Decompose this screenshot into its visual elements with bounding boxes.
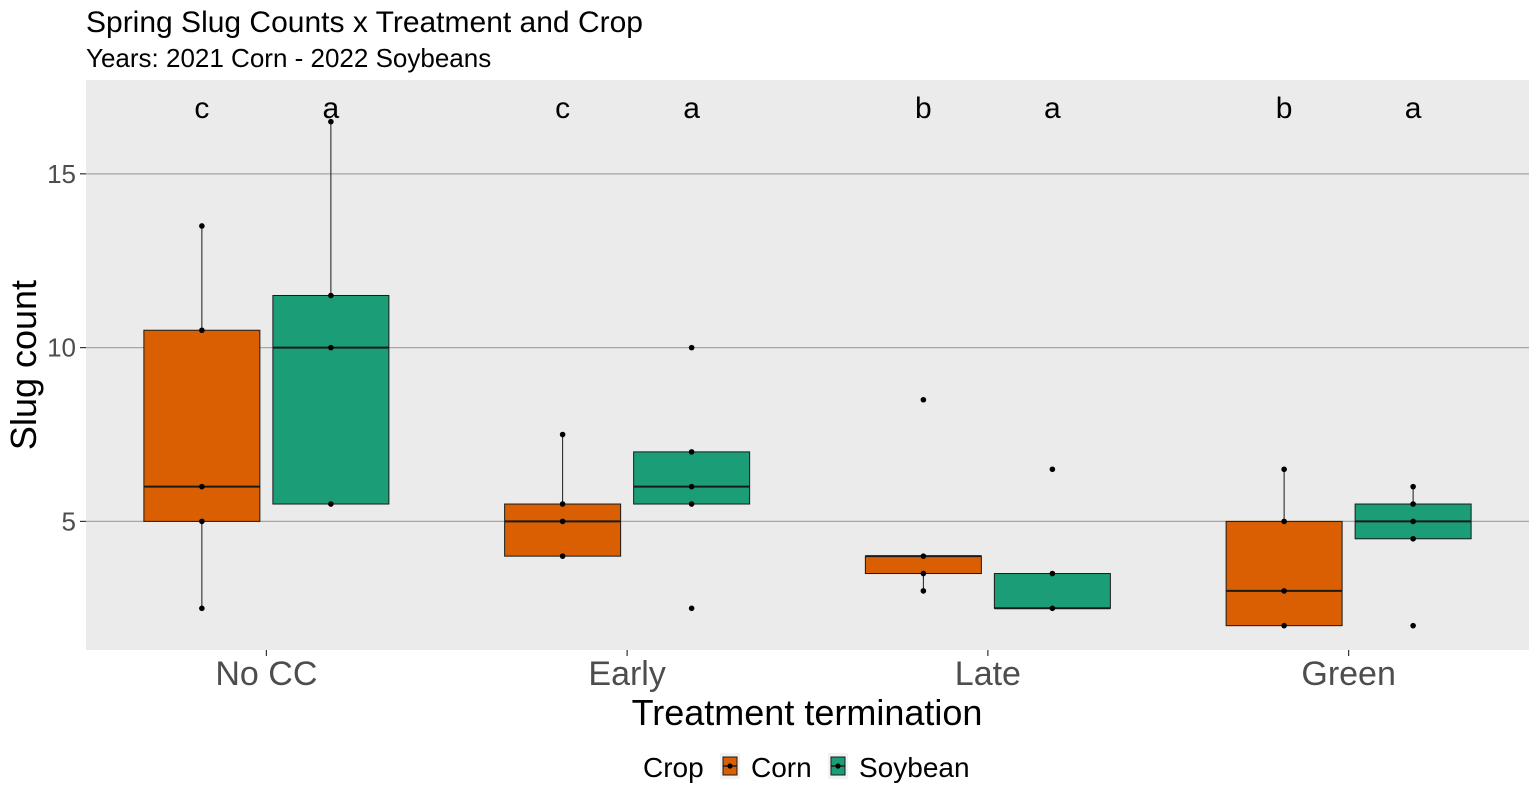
data-point-1	[1281, 588, 1287, 594]
data-point-1	[688, 501, 695, 507]
data-point-1	[920, 570, 927, 577]
letter-corn-1: c	[555, 92, 570, 125]
y-axis-label: Slug count	[3, 280, 44, 450]
box-body	[993, 573, 1111, 609]
data-point-0	[559, 553, 566, 559]
data-point-3	[559, 431, 566, 438]
data-point-0	[688, 605, 695, 612]
y-axis: 5 10 15	[47, 159, 86, 536]
x-axis: No CC Early Late Green	[215, 650, 1396, 693]
data-point-3	[1410, 501, 1416, 507]
x-axis-label: Treatment termination	[632, 692, 983, 733]
box-body	[143, 329, 261, 522]
y-tick-label-15: 15	[47, 159, 76, 189]
data-point-1	[1410, 535, 1416, 542]
y-tick-label-5: 5	[62, 506, 76, 536]
legend-key-corn	[720, 753, 740, 779]
data-point-3	[1281, 466, 1287, 473]
data-point-2	[328, 292, 334, 299]
letter-corn-2: b	[915, 92, 932, 125]
box-corn-2	[864, 396, 982, 594]
box-soybean-0	[272, 118, 390, 507]
data-point-4	[688, 344, 695, 351]
data-point-0	[1281, 622, 1287, 629]
x-tick-label-0: No CC	[215, 655, 317, 693]
data-point-0	[1049, 605, 1056, 612]
data-point-1	[199, 518, 205, 525]
data-point-4	[1410, 483, 1416, 490]
letter-soybean-2: a	[1044, 92, 1061, 125]
legend: Crop Corn Soybean	[643, 752, 970, 783]
letter-soybean-3: a	[1405, 92, 1422, 125]
data-point-2	[1410, 518, 1416, 525]
data-point-0	[1410, 622, 1416, 629]
box-layer	[143, 118, 1472, 629]
data-point-4	[199, 223, 205, 229]
box-soybean-1	[633, 344, 751, 612]
box-soybean-3	[1354, 483, 1472, 629]
data-point-0	[199, 605, 205, 612]
x-tick-label-2: Late	[955, 655, 1021, 693]
data-point-2	[559, 501, 566, 507]
data-point-2	[920, 553, 927, 559]
box-soybean-2	[993, 466, 1111, 612]
data-point-1	[328, 344, 334, 351]
legend-label-corn: Corn	[751, 752, 812, 783]
data-point-2	[1281, 518, 1287, 525]
data-point-3	[199, 327, 205, 334]
box-corn-1	[504, 431, 622, 559]
legend-label-soybean: Soybean	[859, 752, 970, 783]
data-point-0	[328, 501, 334, 507]
letter-soybean-1: a	[683, 92, 700, 125]
box-corn-3	[1225, 466, 1343, 629]
data-point-0	[920, 588, 927, 594]
box-body	[633, 451, 751, 505]
x-tick-label-1: Early	[588, 655, 665, 693]
data-point-3	[328, 118, 334, 125]
letter-soybean-0: a	[323, 92, 340, 125]
significance-letters: c c b ba a a a	[194, 92, 1421, 125]
data-point-1	[559, 518, 566, 525]
legend-title: Crop	[643, 752, 704, 783]
chart-subtitle: Years: 2021 Corn - 2022 Soybeans	[86, 43, 491, 73]
data-point-3	[920, 396, 927, 403]
legend-key-dot	[835, 763, 841, 769]
box-corn-0	[143, 223, 261, 612]
data-point-2	[1049, 466, 1056, 473]
legend-key-soybean	[828, 753, 848, 779]
letter-corn-0: c	[194, 92, 209, 125]
data-point-3	[688, 449, 695, 455]
chart-title: Spring Slug Counts x Treatment and Crop	[86, 6, 643, 39]
box-body	[272, 294, 390, 505]
legend-key-dot	[727, 763, 733, 769]
box-body	[504, 503, 622, 557]
x-tick-label-3: Green	[1301, 655, 1396, 693]
letter-corn-3: b	[1276, 92, 1293, 125]
y-tick-label-10: 10	[47, 333, 76, 363]
data-point-2	[199, 483, 205, 490]
data-point-1	[1049, 570, 1056, 577]
box-body	[1225, 520, 1343, 627]
data-point-2	[688, 483, 695, 490]
